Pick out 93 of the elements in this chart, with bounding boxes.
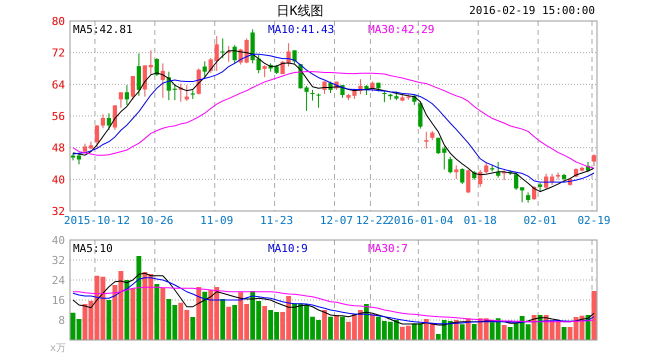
candlestick [136, 52, 141, 96]
candlestick [466, 169, 470, 194]
y-tick-label: 32 [52, 254, 65, 267]
candlestick [256, 54, 261, 74]
text: 2016-02-19 15:00:00 [469, 4, 595, 17]
bar [106, 300, 112, 340]
x-tick-label: 2015-10-12 [64, 214, 130, 227]
candlestick [526, 192, 530, 204]
y-tick-label: 40 [52, 234, 65, 247]
chart-title: 日K线图 [276, 4, 324, 19]
y-tick-label: 8 [58, 314, 65, 327]
bar [340, 316, 345, 340]
candlestick [592, 154, 596, 166]
y-tick-label: 72 [52, 46, 65, 60]
candlestick [130, 76, 135, 100]
x-tick-label: 11-23 [260, 214, 294, 227]
candlestick [448, 156, 452, 174]
candlestick [76, 154, 82, 165]
bar [190, 317, 196, 340]
bar [322, 310, 327, 340]
candlestick [154, 58, 159, 77]
bar [334, 315, 339, 340]
y-tick-label: 16 [52, 294, 65, 307]
text: MA30:42.29 [368, 23, 434, 36]
candlestick [220, 38, 225, 59]
bar [130, 288, 136, 340]
x-tick-label: 2016-01-04 [387, 214, 454, 227]
y-tick-label: 80 [52, 15, 65, 28]
x-tick-label: 12-22 [356, 214, 389, 227]
x-tick-label: 02-01 [524, 214, 557, 227]
bar [328, 316, 333, 340]
y-tick-label: 40 [52, 173, 65, 186]
x-tick-label: 12-07 [320, 214, 354, 227]
candlestick [118, 92, 123, 108]
text: MA5:42.81 [73, 23, 133, 36]
candlestick [382, 90, 386, 103]
bar [592, 291, 596, 340]
candlestick [304, 85, 309, 112]
y-tick-label: 64 [52, 78, 66, 92]
candlestick [94, 124, 100, 148]
bar [160, 288, 166, 340]
candlestick [262, 64, 267, 78]
bar [472, 324, 477, 340]
series-label: MA10:41.43 [268, 23, 334, 36]
candlestick [106, 112, 112, 130]
y-tick-label: 32 [52, 205, 65, 218]
x-tick-label: 10-26 [140, 214, 174, 227]
bar [502, 325, 507, 340]
candlestick [454, 164, 458, 180]
y-axis-title: x万 [50, 343, 66, 354]
bar [136, 256, 142, 340]
bar [262, 306, 268, 340]
text: MA5:10 [73, 242, 113, 255]
candlestick [124, 84, 129, 106]
candlestick [316, 92, 321, 108]
bar [154, 284, 160, 340]
text: MA10:9 [268, 242, 308, 255]
candlestick [550, 173, 554, 186]
candlestick [430, 130, 434, 141]
candlestick [418, 101, 422, 130]
candlestick [148, 50, 153, 76]
candlestick [232, 44, 237, 64]
candlestick [202, 60, 207, 78]
candlestick [310, 89, 315, 102]
candlestick [514, 172, 518, 191]
text: MA30:7 [368, 242, 408, 255]
x-tick-label: 02-19 [577, 214, 611, 227]
candlestick [520, 186, 524, 203]
y-tick-label: 56 [52, 110, 65, 123]
bar [220, 299, 226, 340]
bar [124, 280, 130, 340]
bar [370, 314, 375, 340]
candlestick [184, 84, 189, 102]
bar [364, 304, 369, 340]
y-tick-label: 24 [52, 274, 66, 287]
bar [226, 306, 232, 340]
candlestick [100, 114, 106, 129]
line-series [72, 286, 595, 322]
candlestick [496, 161, 500, 178]
bar [562, 327, 566, 340]
y-tick-label: 48 [52, 142, 65, 155]
x-tick-label: 11-09 [200, 214, 234, 227]
x-tick-label: 01-18 [464, 214, 497, 227]
candlestick [424, 131, 428, 149]
bar [532, 315, 537, 340]
candlestick [460, 168, 464, 185]
candlestick [484, 162, 488, 174]
candlestick [82, 143, 88, 154]
bar [232, 305, 238, 340]
candlestick [160, 62, 165, 98]
candlestick [538, 182, 542, 192]
candlestick [274, 64, 279, 75]
candlestick [478, 169, 482, 188]
